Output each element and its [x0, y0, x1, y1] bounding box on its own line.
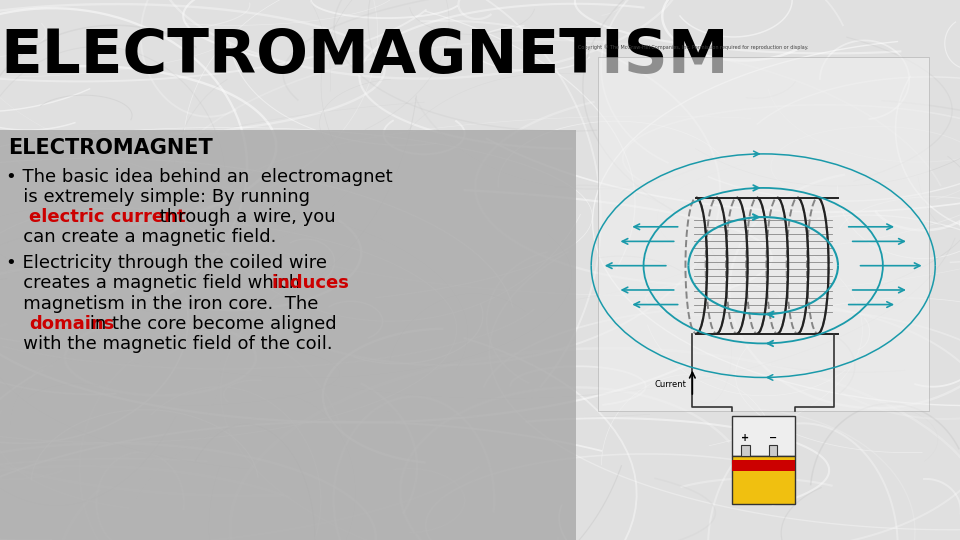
Bar: [732, 416, 795, 456]
Bar: [732, 456, 795, 504]
Text: electric current: electric current: [30, 208, 186, 226]
Bar: [732, 460, 795, 470]
Text: domains: domains: [30, 315, 114, 333]
Bar: [741, 445, 750, 456]
Bar: [598, 57, 928, 411]
Bar: [0, 130, 576, 540]
Text: in the core become aligned: in the core become aligned: [84, 315, 337, 333]
Text: can create a magnetic field.: can create a magnetic field.: [6, 228, 276, 246]
Text: magnetism in the iron core.  The: magnetism in the iron core. The: [6, 294, 319, 313]
Text: Current: Current: [655, 380, 686, 389]
Text: through a wire, you: through a wire, you: [155, 208, 336, 226]
Text: is extremely simple: By running: is extremely simple: By running: [6, 188, 310, 206]
Text: ELECTROMAGNETISM: ELECTROMAGNETISM: [1, 27, 729, 86]
Text: • The basic idea behind an  electromagnet: • The basic idea behind an electromagnet: [6, 167, 393, 186]
Text: ELECTROMAGNET: ELECTROMAGNET: [8, 138, 213, 158]
Text: creates a magnetic field which: creates a magnetic field which: [6, 274, 306, 292]
Bar: [769, 445, 778, 456]
Text: −: −: [769, 433, 777, 443]
Text: Copyright © The McGraw-Hill Companies, Inc. Permission required for reproduction: Copyright © The McGraw-Hill Companies, I…: [578, 44, 808, 50]
Text: induces: induces: [271, 274, 349, 292]
Text: with the magnetic field of the coil.: with the magnetic field of the coil.: [6, 335, 332, 353]
Text: • Electricity through the coiled wire: • Electricity through the coiled wire: [6, 254, 327, 272]
Text: +: +: [741, 433, 750, 443]
